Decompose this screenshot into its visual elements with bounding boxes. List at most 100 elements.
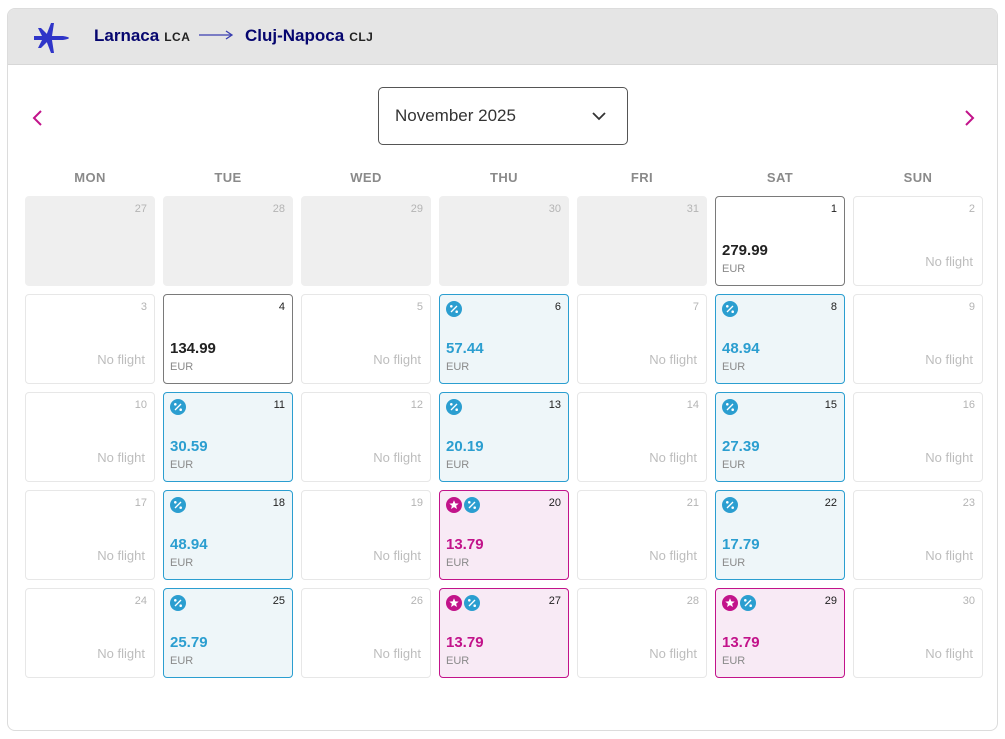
day-number: 9 [968,301,975,313]
calendar-day[interactable]: 13 20.19 EUR [439,392,569,482]
calendar-day[interactable]: 29 13.79 EUR [715,588,845,678]
no-flight-label: No flight [373,548,421,563]
calendar-day[interactable]: 3 No flight [25,294,155,384]
calendar-day[interactable]: 24 No flight [25,588,155,678]
fare-badges [446,595,480,611]
day-number: 2 [968,203,975,215]
calendar-day[interactable]: 9 No flight [853,294,983,384]
no-flight-label: No flight [649,450,697,465]
percent-badge-icon [170,595,186,611]
no-flight-label: No flight [373,450,421,465]
weekday-label: SAT [766,170,794,185]
fare-currency: EUR [722,263,746,275]
calendar-day[interactable]: 2 No flight [853,196,983,286]
origin-city: Larnaca [94,26,160,45]
fare-badges [170,595,186,611]
no-flight-label: No flight [97,548,145,563]
calendar-day[interactable]: 14 No flight [577,392,707,482]
calendar-day[interactable]: 30 No flight [853,588,983,678]
prev-month-button[interactable] [28,107,48,129]
month-dropdown[interactable]: November 2025 [378,87,628,145]
day-number: 3 [140,301,147,313]
calendar-day[interactable]: 11 30.59 EUR [163,392,293,482]
day-number: 23 [962,497,975,509]
day-number: 25 [272,595,285,607]
calendar-day[interactable]: 21 No flight [577,490,707,580]
percent-badge-icon [740,595,756,611]
day-number: 10 [134,399,147,411]
calendar-day[interactable]: 26 No flight [301,588,431,678]
fare-badges [722,595,756,611]
day-number: 29 [410,203,423,215]
fare-currency: EUR [170,655,194,667]
day-number: 28 [686,595,699,607]
day-number: 19 [410,497,423,509]
no-flight-label: No flight [373,646,421,661]
destination-code: CLJ [349,30,374,44]
flight-calendar-card: Larnaca LCA Cluj-Napoca CLJ November 202… [7,8,998,731]
calendar-day[interactable]: 28 No flight [577,588,707,678]
percent-badge-icon [722,399,738,415]
day-number: 4 [278,301,285,313]
calendar-day[interactable]: 5 No flight [301,294,431,384]
weekday-label: MON [74,170,106,185]
day-number: 15 [824,399,837,411]
fare-currency: EUR [446,459,470,471]
percent-badge-icon [722,301,738,317]
day-number: 14 [686,399,699,411]
calendar-day[interactable]: 1 279.99 EUR [715,196,845,286]
fare-price: 30.59 [170,438,208,455]
calendar-day[interactable]: 7 No flight [577,294,707,384]
fare-currency: EUR [722,459,746,471]
day-number: 5 [416,301,423,313]
fare-badges [170,399,186,415]
weekday-label: TUE [214,170,242,185]
no-flight-label: No flight [649,352,697,367]
calendar-day[interactable]: 12 No flight [301,392,431,482]
calendar-day[interactable]: 23 No flight [853,490,983,580]
day-number: 30 [548,203,561,215]
day-number: 8 [830,301,837,313]
calendar-day[interactable]: 18 48.94 EUR [163,490,293,580]
star-badge-icon [446,595,462,611]
day-number: 6 [554,301,561,313]
fare-currency: EUR [722,557,746,569]
day-number: 21 [686,497,699,509]
weekday-label: WED [350,170,382,185]
calendar-day: 28 [163,196,293,286]
day-number: 27 [548,595,561,607]
percent-badge-icon [464,595,480,611]
no-flight-label: No flight [925,254,973,269]
fare-currency: EUR [446,557,470,569]
next-month-button[interactable] [959,107,979,129]
calendar-day[interactable]: 16 No flight [853,392,983,482]
fare-price: 27.39 [722,438,760,455]
fare-price: 17.79 [722,536,760,553]
plane-icon [34,23,69,53]
weekday-label: FRI [630,170,654,185]
calendar-day[interactable]: 20 13.79 EUR [439,490,569,580]
fare-price: 13.79 [446,634,484,651]
calendar-day[interactable]: 19 No flight [301,490,431,580]
fare-badges [446,301,462,317]
fare-currency: EUR [722,655,746,667]
day-number: 31 [686,203,699,215]
calendar-day[interactable]: 22 17.79 EUR [715,490,845,580]
month-label: November 2025 [395,106,516,125]
calendar-day[interactable]: 15 27.39 EUR [715,392,845,482]
calendar-day[interactable]: 17 No flight [25,490,155,580]
star-badge-icon [722,595,738,611]
calendar-day[interactable]: 8 48.94 EUR [715,294,845,384]
calendar-day[interactable]: 4 134.99 EUR [163,294,293,384]
calendar-day[interactable]: 25 25.79 EUR [163,588,293,678]
calendar-day[interactable]: 10 No flight [25,392,155,482]
day-number: 28 [272,203,285,215]
no-flight-label: No flight [97,450,145,465]
fare-currency: EUR [446,655,470,667]
calendar-day: 27 [25,196,155,286]
weekday-label: THU [490,170,518,185]
fare-currency: EUR [722,361,746,373]
calendar-day[interactable]: 27 13.79 EUR [439,588,569,678]
fare-badges [722,399,738,415]
calendar-day[interactable]: 6 57.44 EUR [439,294,569,384]
